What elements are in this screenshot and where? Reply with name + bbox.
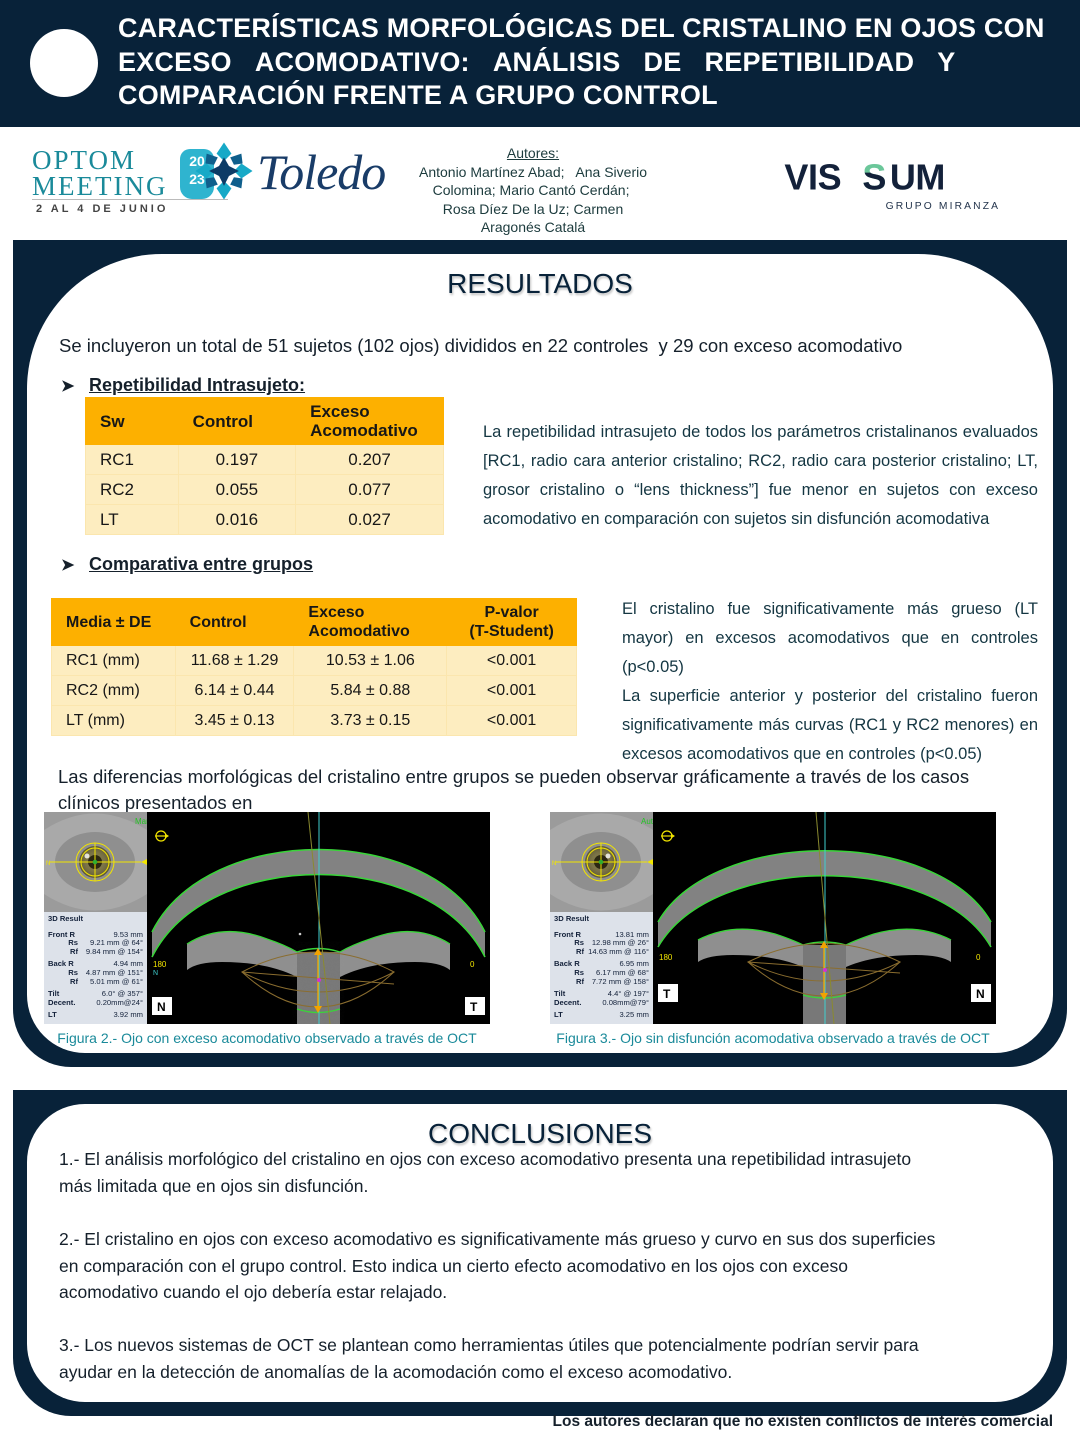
svg-text:GRUPO MIRANZA: GRUPO MIRANZA: [886, 201, 1001, 212]
svg-text:T: T: [470, 1000, 478, 1014]
svg-text:UM: UM: [890, 156, 945, 197]
svg-text:N: N: [157, 1000, 166, 1014]
svg-text:0: 0: [470, 960, 475, 969]
svg-text:N: N: [552, 861, 556, 867]
svg-text:180: 180: [153, 960, 167, 969]
svg-text:VIS: VIS: [784, 156, 841, 197]
svg-text:0: 0: [976, 953, 981, 962]
svg-text:180: 180: [659, 953, 673, 962]
svg-text:Manual: Manual: [135, 817, 147, 826]
svg-text:N: N: [46, 861, 50, 867]
svg-text:Auto: Auto: [641, 817, 653, 826]
svg-text:N: N: [976, 987, 985, 1001]
svg-text:T: T: [663, 987, 671, 1001]
svg-text:N: N: [153, 970, 158, 977]
